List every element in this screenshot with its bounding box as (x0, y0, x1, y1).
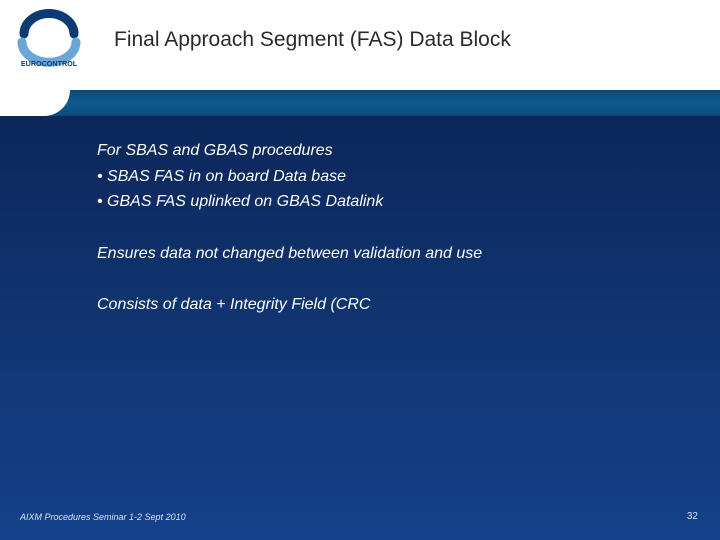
bullet-sbas: • SBAS FAS in on board Data base (97, 166, 680, 188)
body-content: For SBAS and GBAS procedures • SBAS FAS … (97, 140, 680, 346)
line-intro: For SBAS and GBAS procedures (97, 140, 680, 162)
block-ensures: Ensures data not changed between validat… (97, 243, 680, 265)
slide: EUROCONTROL Final Approach Segment (FAS)… (0, 0, 720, 540)
separator-bar (0, 90, 720, 116)
page-number: 32 (687, 511, 698, 522)
footer-text: AIXM Procedures Seminar 1-2 Sept 2010 (20, 512, 186, 522)
block-procedures: For SBAS and GBAS procedures • SBAS FAS … (97, 140, 680, 213)
bullet-gbas: • GBAS FAS uplinked on GBAS Datalink (97, 191, 680, 213)
line-ensures: Ensures data not changed between validat… (97, 243, 680, 265)
slide-title: Final Approach Segment (FAS) Data Block (114, 28, 511, 52)
block-consists: Consists of data + Integrity Field (CRC (97, 294, 680, 316)
eurocontrol-logo: EUROCONTROL (14, 8, 84, 70)
logo-caption: EUROCONTROL (21, 59, 78, 68)
line-consists: Consists of data + Integrity Field (CRC (97, 294, 680, 316)
